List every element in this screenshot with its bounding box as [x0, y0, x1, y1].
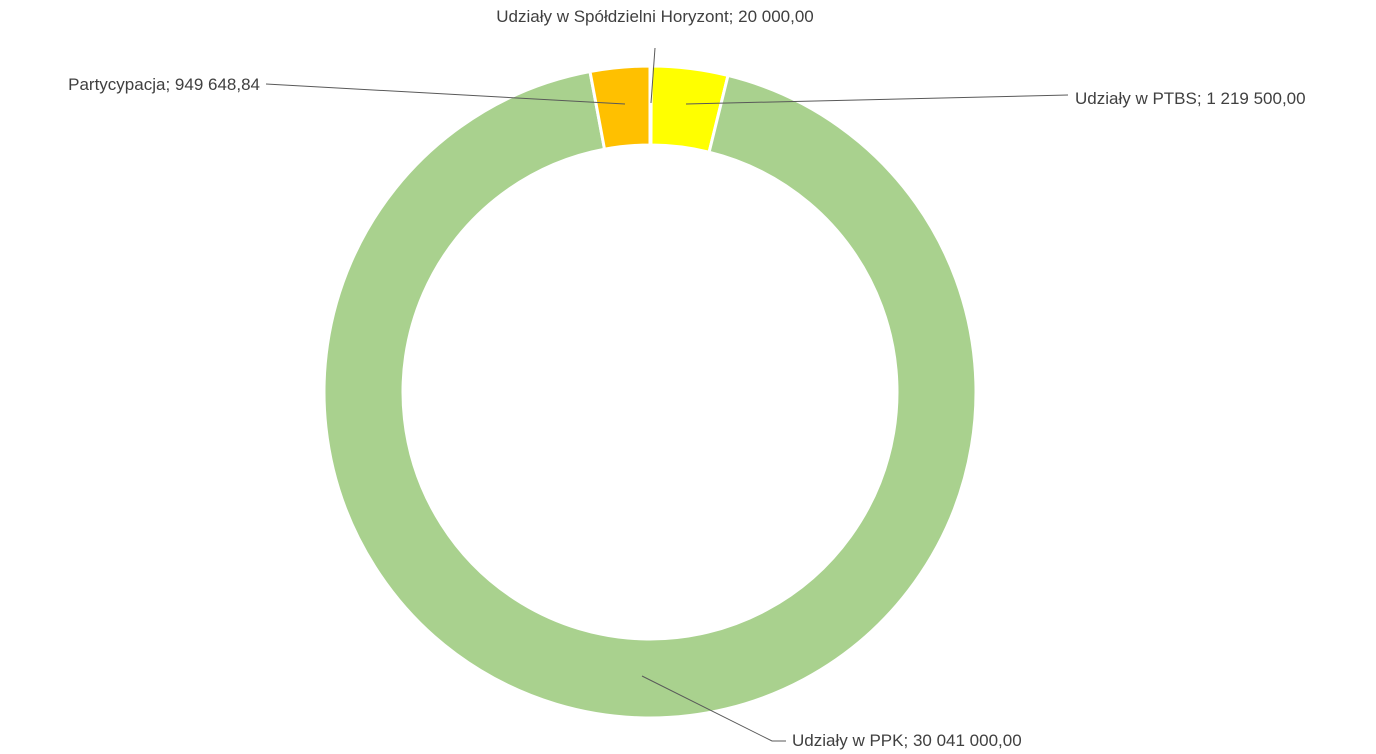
donut-slice — [588, 64, 652, 151]
label-name: Udziały w PPK — [792, 731, 904, 750]
data-label: Udziały w Spółdzielni Horyzont; 20 000,0… — [496, 7, 814, 26]
data-label: Udziały w PPK; 30 041 000,00 — [792, 731, 1022, 750]
label-name: Udziały w Spółdzielni Horyzont — [496, 7, 729, 26]
leader-line — [685, 94, 1069, 105]
label-name: Partycypacja — [68, 75, 166, 94]
data-label: Udziały w PTBS; 1 219 500,00 — [1075, 89, 1306, 108]
leader-line — [650, 47, 656, 104]
data-label: Partycypacja; 949 648,84 — [68, 75, 260, 94]
leader-line — [265, 83, 626, 105]
label-separator: ; — [165, 75, 174, 94]
label-separator: ; — [1197, 89, 1206, 108]
label-value: 30 041 000,00 — [913, 731, 1022, 750]
label-value: 20 000,00 — [738, 7, 814, 26]
label-separator: ; — [729, 7, 738, 26]
label-name: Udziały w PTBS — [1075, 89, 1197, 108]
label-separator: ; — [903, 731, 912, 750]
donut-slice — [322, 69, 978, 720]
label-value: 1 219 500,00 — [1206, 89, 1305, 108]
leader-line — [641, 675, 786, 742]
label-value: 949 648,84 — [175, 75, 260, 94]
